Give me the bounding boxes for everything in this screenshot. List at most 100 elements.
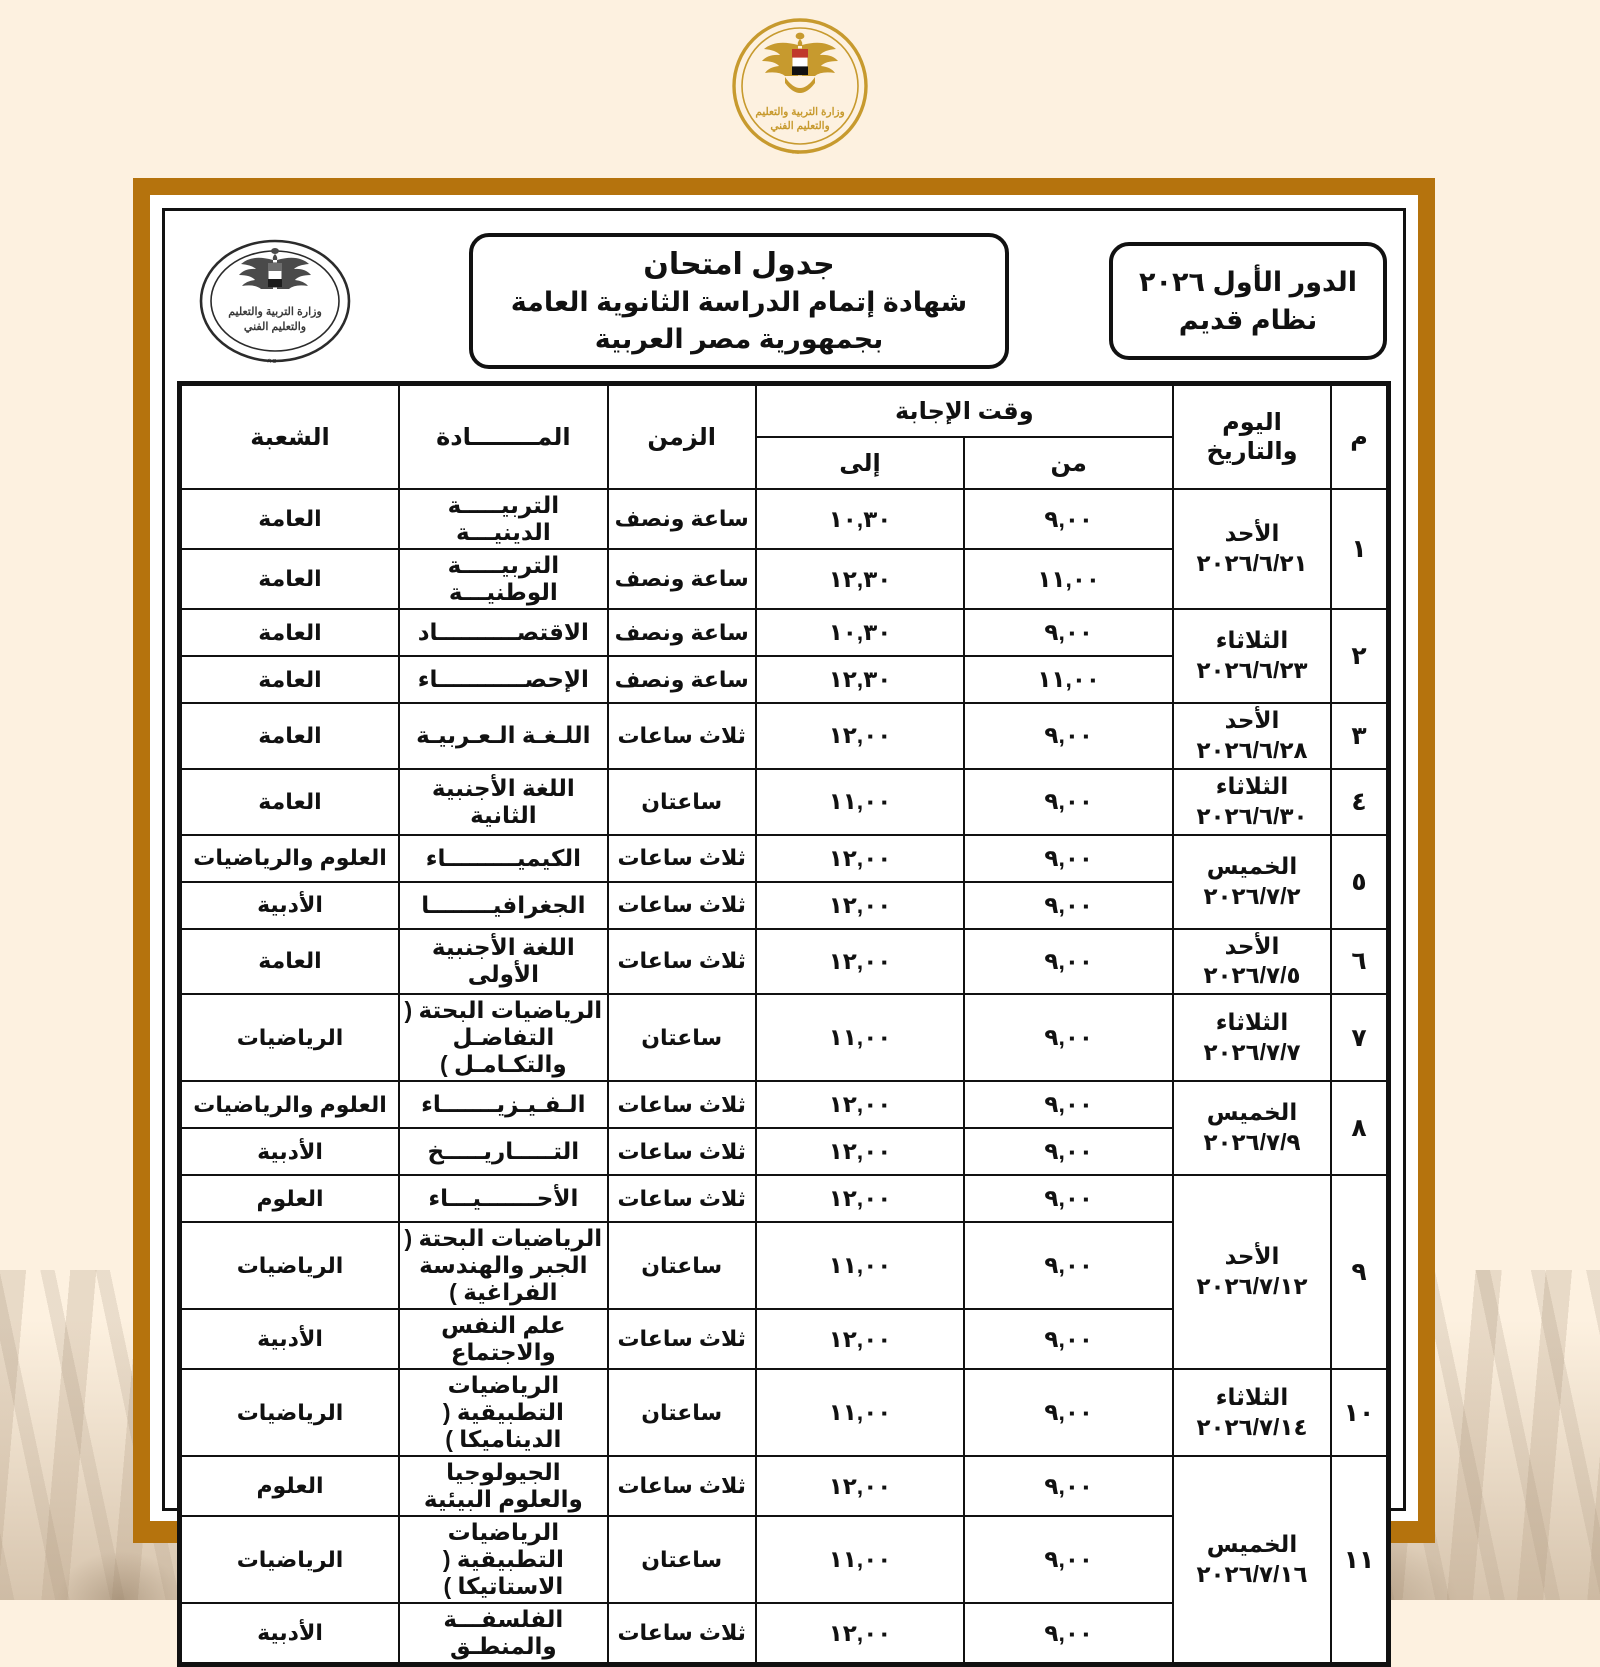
table-header-row-2: من إلى	[181, 436, 1387, 490]
cell-row-number: ٨	[1330, 1080, 1388, 1177]
svg-text:وزارة التربية والتعليم: وزارة التربية والتعليم	[228, 306, 322, 318]
cell-section: العامة	[180, 927, 400, 996]
cell-time-to: ١٢,٠٠	[754, 1455, 966, 1518]
cell-subject: التـــــاريـــــخ	[398, 1127, 609, 1177]
cell-duration: ثلاث ساعات	[606, 1080, 757, 1130]
header-time-from: من	[963, 436, 1174, 490]
table-row: ١٠ الثلاثاء ٢٠٢٦/٧/١٤ ٩,٠٠ ١١,٠٠ ساعتان الرياض…	[180, 1368, 1388, 1458]
header-no: م	[1330, 384, 1388, 490]
cell-duration: ثلاث ساعات	[606, 1455, 757, 1518]
cell-time-from: ٩,٠٠	[963, 880, 1174, 930]
cell-time-from: ٩,٠٠	[963, 833, 1174, 883]
header-day-date: اليوم والتاريخ	[1172, 384, 1332, 490]
cell-duration: ساعة ونصف	[606, 655, 757, 704]
cell-time-to: ١٢,٠٠	[754, 1080, 966, 1130]
header-ministry-stamp-icon: MINISTRY OF EDUCATION AND TECHNICAL EDU …	[181, 231, 369, 371]
cell-row-number: ٣	[1330, 702, 1388, 770]
cell-time-to: ١٢,٠٠	[754, 833, 966, 883]
cell-time-from: ٩,٠٠	[963, 1221, 1174, 1311]
cell-day-date: الخميس ٢٠٢٦/٧/٢	[1172, 833, 1332, 930]
cell-section: الرياضيات	[180, 1221, 400, 1311]
cell-time-from: ٩,٠٠	[963, 1368, 1174, 1458]
cell-day: الثلاثاء	[1215, 772, 1289, 799]
cell-duration: ساعة ونصف	[606, 488, 757, 550]
cell-day: الأحد	[1224, 932, 1280, 959]
cell-date: ٢٠٢٦/٦/٢١	[1196, 550, 1308, 576]
table-body: ١ الأحد ٢٠٢٦/٦/٢١ ٩,٠٠ ١٠,٣٠ ساعة ونصف التربيـ…	[180, 488, 1388, 1665]
cell-section: الرياضيات	[180, 1515, 400, 1605]
cell-row-number: ٦	[1330, 927, 1388, 996]
cell-subject: الجيولوجيا والعلوم البيئية	[398, 1455, 609, 1518]
cell-subject: اللغة الأجنبية الثانية	[398, 767, 609, 836]
cell-section: العامة	[180, 702, 400, 770]
table-row: ١١ الخميس ٢٠٢٦/٧/١٦ ٩,٠٠ ١٢,٠٠ ثلاث ساعات الجي…	[180, 1455, 1388, 1665]
svg-text:وزارة التربية والتعليم: وزارة التربية والتعليم	[755, 106, 844, 118]
table-row: ٤ الثلاثاء ٢٠٢٦/٦/٣٠ ٩,٠٠ ١١,٠٠ ساعتان اللغة ا…	[180, 767, 1388, 836]
header-subject: المــــــــادة	[398, 384, 609, 490]
svg-text:والتعليم الفني: والتعليم الفني	[770, 120, 829, 133]
cell-duration: ثلاث ساعات	[606, 702, 757, 770]
cell-day: الثلاثاء	[1215, 1008, 1289, 1035]
cell-duration: ثلاث ساعات	[606, 927, 757, 996]
cell-time-to: ١٢,٠٠	[754, 1174, 966, 1224]
cell-section: العامة	[180, 655, 400, 704]
table-header-row-1: م اليوم والتاريخ وقت الإجابة الزمن المــ…	[180, 384, 1388, 490]
cell-section: الأدبية	[180, 1308, 400, 1371]
cell-subject: التربيـــــة الوطنيـــة	[398, 548, 609, 610]
page-title-line3: بجمهورية مصر العربية	[594, 323, 884, 354]
cell-day-date: الثلاثاء ٢٠٢٦/٧/٧	[1172, 993, 1332, 1083]
page-title-line2: شهادة إتمام الدراسة الثانوية العامة	[510, 287, 968, 318]
cell-time-from: ٩,٠٠	[963, 1080, 1174, 1130]
cell-time-to: ١٢,٣٠	[754, 548, 966, 610]
cell-row-number: ٤	[1330, 767, 1388, 836]
table-head: م اليوم والتاريخ وقت الإجابة الزمن المــ…	[180, 384, 1388, 490]
table-row: ٩ الأحد ٢٠٢٦/٧/١٢ ٩,٠٠ ١٢,٠٠ ثلاث ساعات الأحــ…	[180, 1174, 1388, 1371]
cell-date: ٢٠٢٦/٧/٥	[1203, 962, 1301, 989]
cell-time-to: ١٢,٠٠	[754, 927, 966, 996]
table-row: ٣ الأحد ٢٠٢٦/٦/٢٨ ٩,٠٠ ١٢,٠٠ ثلاث ساعات اللـغـ…	[180, 702, 1388, 770]
cell-duration: ثلاث ساعات	[606, 833, 757, 883]
cell-duration: ساعتان	[606, 1368, 757, 1458]
exam-schedule-table: م اليوم والتاريخ وقت الإجابة الزمن المــ…	[180, 384, 1388, 1665]
cell-section: العلوم والرياضيات	[180, 833, 400, 883]
cell-subject: اللـغـة الـعـربيـة	[398, 702, 609, 770]
cell-date: ٢٠٢٦/٧/١٤	[1196, 1413, 1308, 1440]
cell-day-date: الأحد ٢٠٢٦/٦/٢٨	[1172, 702, 1332, 770]
cell-day: الخميس	[1206, 1099, 1298, 1126]
header-time-to: إلى	[754, 436, 966, 490]
cell-duration: ساعتان	[606, 1515, 757, 1605]
cell-section: الأدبية	[180, 1127, 400, 1177]
cell-subject: الجغرافيــــــــا	[398, 880, 609, 930]
cell-subject: الأحـــــــيـــاء	[398, 1174, 609, 1224]
cell-subject: الكيميـــــــــاء	[398, 833, 609, 883]
cell-duration: ساعتان	[606, 767, 757, 836]
cell-time-from: ٩,٠٠	[963, 993, 1174, 1083]
cell-time-from: ٩,٠٠	[963, 927, 1174, 996]
svg-text:والتعليم الفني: والتعليم الفني	[244, 321, 306, 334]
table-row: ١ الأحد ٢٠٢٦/٦/٢١ ٩,٠٠ ١٠,٣٠ ساعة ونصف التربيـ…	[180, 488, 1388, 610]
cell-date: ٢٠٢٦/٧/٩	[1203, 1129, 1301, 1156]
cell-duration: ساعتان	[606, 1221, 757, 1311]
cell-time-to: ١١,٠٠	[754, 993, 966, 1083]
cell-day-date: الثلاثاء ٢٠٢٦/٦/٣٠	[1172, 767, 1332, 836]
page-title-box: جدول امتحان شهادة إتمام الدراسة الثانوية…	[469, 233, 1009, 369]
cell-date: ٢٠٢٦/٦/٣٠	[1196, 802, 1308, 829]
table-row: ١١,٠٠ ١٢,٣٠ ساعة ونصف التربيـــــة الوطنيــ…	[180, 548, 1387, 610]
table-row: ٩,٠٠ ١٢,٠٠ ثلاث ساعات الجغرافيــــــــا الأد…	[180, 880, 1387, 930]
cell-day-date: الخميس ٢٠٢٦/٧/٩	[1172, 1080, 1332, 1177]
cell-day-date: الثلاثاء ٢٠٢٦/٦/٢٣	[1172, 608, 1332, 704]
cell-subject: الرياضيات التطبيقية ( الديناميكا )	[398, 1368, 609, 1458]
table-row: ٥ الخميس ٢٠٢٦/٧/٢ ٩,٠٠ ١٢,٠٠ ثلاث ساعات الكيمي…	[180, 833, 1388, 930]
cell-duration: ساعة ونصف	[606, 608, 757, 657]
cell-section: العلوم والرياضيات	[180, 1080, 400, 1130]
header-answer-time-group: وقت الإجابة	[754, 384, 1175, 438]
cell-time-to: ١١,٠٠	[754, 767, 966, 836]
cell-duration: ثلاث ساعات	[606, 1602, 757, 1665]
cell-section: العامة	[180, 488, 400, 550]
cell-subject: الإحصـــــــــــاء	[398, 655, 609, 704]
cell-time-to: ١٢,٣٠	[754, 655, 966, 704]
table-row: ٧ الثلاثاء ٢٠٢٦/٧/٧ ٩,٠٠ ١١,٠٠ ساعتان الرياضيا…	[180, 993, 1388, 1083]
header-section: الشعبة	[180, 384, 400, 490]
cell-date: ٢٠٢٦/٦/٢٣	[1196, 657, 1308, 683]
table-row: ٩,٠٠ ١٢,٠٠ ثلاث ساعات علم النفس والاجتماع ال…	[180, 1308, 1387, 1371]
